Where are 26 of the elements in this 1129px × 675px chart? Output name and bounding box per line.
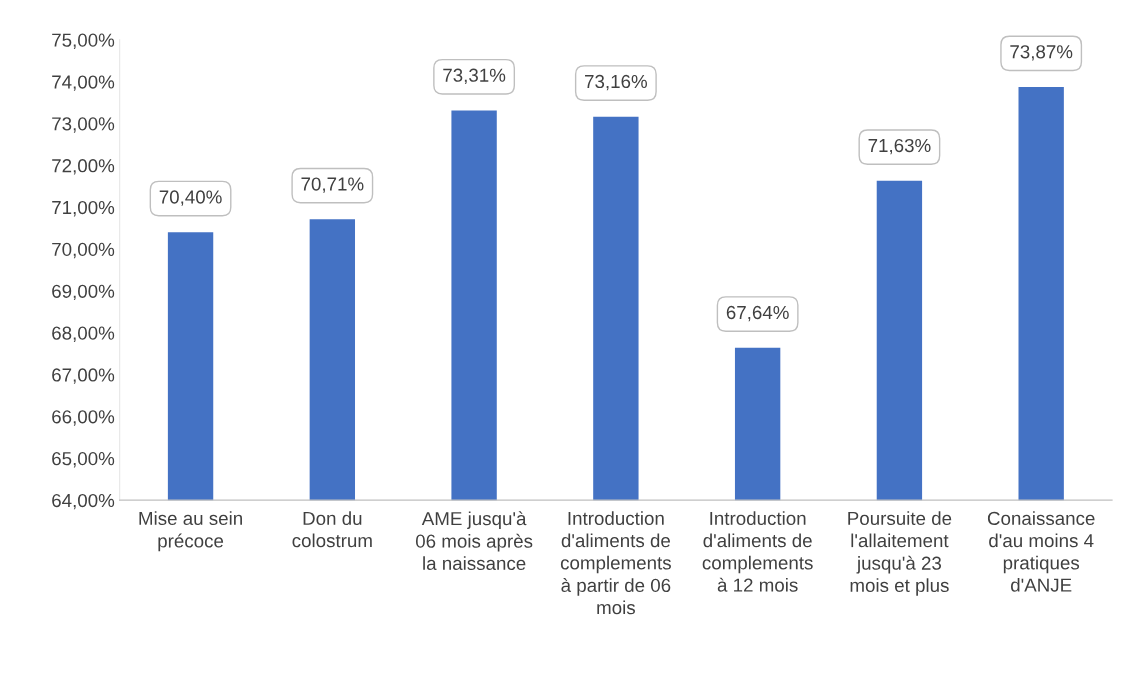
y-tick-label: 65,00% [52, 452, 115, 468]
y-tick-label: 74,00% [52, 75, 115, 91]
data-label: 71,63% [868, 138, 931, 155]
x-tick-label: AME jusqu'à 06 mois après la naissance [415, 511, 533, 571]
data-label: 73,16% [585, 74, 647, 91]
x-tick-label: Introduction d'aliments de complements à partir de 06 mois [560, 511, 671, 615]
y-tick-label: 71,00% [52, 200, 115, 217]
y-tick-label: 64,00% [52, 493, 115, 510]
x-tick-label: Introduction d'aliments de complements à 12 mois [702, 511, 813, 592]
y-tick-label: 72,00% [52, 159, 115, 175]
data-label: 73,87% [1010, 45, 1073, 61]
data-label: 70,40% [159, 190, 222, 206]
y-tick-label: 67,00% [52, 368, 115, 384]
data-label: 70,71% [301, 177, 364, 193]
y-tick-label: 75,00% [52, 33, 115, 50]
data-label: 73,31% [443, 68, 506, 85]
data-label: 67,64% [726, 305, 789, 322]
x-tick-label: Poursuite de l'allaitement jusqu'à 23 mois et plus [848, 511, 952, 596]
x-tick-label: Conaissance d'au moins 4 pratiques d'ANJE [987, 511, 1095, 592]
y-tick-label: 69,00% [52, 284, 115, 301]
y-tick-label: 68,00% [52, 326, 115, 342]
y-tick-label: 70,00% [52, 242, 115, 259]
x-tick-label: Don du colostrum [292, 511, 372, 548]
y-tick-label: 73,00% [52, 117, 115, 133]
y-tick-label: 66,00% [52, 410, 115, 426]
x-tick-label: Mise au sein précoce [139, 511, 242, 552]
